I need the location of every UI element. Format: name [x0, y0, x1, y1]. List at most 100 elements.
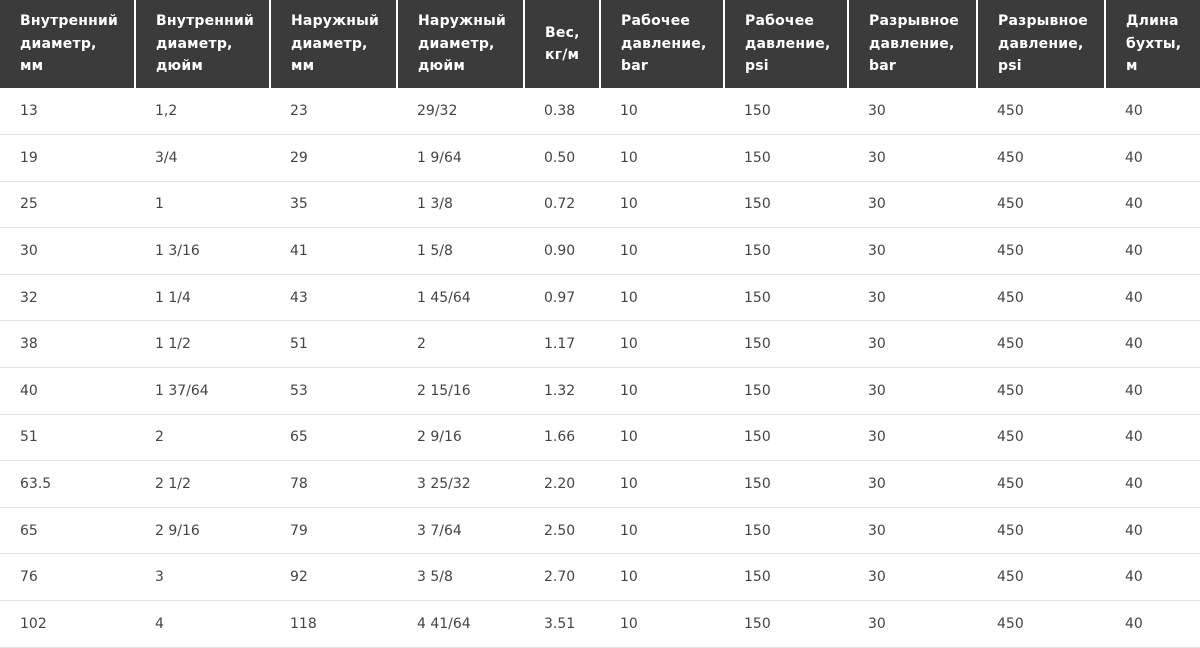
table-cell: 150 [724, 320, 848, 369]
table-cell: 2 [397, 320, 524, 369]
table-cell: 0.50 [524, 134, 600, 182]
header-line: Вес, [545, 24, 580, 41]
table-cell: 3/4 [135, 134, 270, 182]
table-cell: 40 [1105, 367, 1200, 415]
table-cell: 40 [1105, 181, 1200, 229]
table-row: 19 3/4 29 1 9/64 0.50 10 150 30 450 40 [0, 134, 1200, 182]
header-line: давление, [621, 35, 707, 52]
column-header: Рабочее давление, psi [724, 0, 849, 88]
table-cell: 30 [848, 600, 977, 648]
table-cell: 450 [977, 134, 1105, 182]
table-cell: 1 5/8 [397, 227, 524, 275]
table-row: 32 1 1/4 43 1 45/64 0.97 10 150 30 450 40 [0, 274, 1200, 322]
table-cell: 76 [0, 553, 135, 602]
table-cell: 1.32 [524, 367, 600, 415]
table-row: 63.5 2 1/2 78 3 25/32 2.20 10 150 30 450 40 [0, 460, 1200, 508]
table-cell: 0.72 [524, 181, 600, 229]
table-cell: 51 [270, 320, 397, 369]
column-header: Разрывное давление, psi [977, 0, 1106, 88]
table-cell: 0.90 [524, 227, 600, 275]
table-cell: 40 [1105, 553, 1200, 602]
header-line: кг/м [545, 47, 580, 63]
column-header: Рабочее давление, bar [600, 0, 725, 88]
header-line: давление, [998, 35, 1084, 52]
table-cell: 102 [0, 600, 135, 648]
table-cell: 30 [848, 367, 977, 415]
header-line: диаметр, [156, 35, 233, 52]
column-header: Наружный диаметр, дюйм [397, 0, 525, 88]
table-cell: 150 [724, 460, 848, 508]
table-cell: 10 [600, 507, 724, 555]
table-cell: 1 9/64 [397, 134, 524, 182]
table-body: 13 1,2 23 29/32 0.38 10 150 30 450 40 19 3/4 29 1 9/6… [0, 88, 1200, 648]
column-header: Длина бухты, м [1105, 0, 1200, 88]
table-cell: 450 [977, 320, 1105, 369]
table-cell: 10 [600, 134, 724, 182]
table-cell: 3 25/32 [397, 460, 524, 508]
header-line: Внутренний [156, 13, 255, 30]
table-row: 76 3 92 3 5/8 2.70 10 150 30 450 40 [0, 553, 1200, 602]
table-cell: 450 [977, 460, 1105, 508]
table-cell: 1 3/16 [135, 227, 270, 275]
table-row: 102 4 118 4 41/64 3.51 10 150 30 450 40 [0, 600, 1200, 648]
table-row: 65 2 9/16 79 3 7/64 2.50 10 150 30 450 40 [0, 507, 1200, 555]
table-cell: 30 [848, 227, 977, 275]
table-row: 51 2 65 2 9/16 1.66 10 150 30 450 40 [0, 414, 1200, 462]
table-row: 30 1 3/16 41 1 5/8 0.90 10 150 30 450 40 [0, 227, 1200, 275]
header-line: диаметр, [291, 35, 368, 52]
table-cell: 150 [724, 88, 848, 136]
header-line: Наружный [418, 13, 506, 30]
table-cell: 40 [1105, 320, 1200, 369]
table-cell: 63.5 [0, 460, 135, 508]
table-cell: 1 3/8 [397, 181, 524, 229]
header-line: Рабочее [621, 13, 691, 30]
table-cell: 10 [600, 553, 724, 602]
table-cell: 2 [135, 414, 270, 462]
table-cell: 3.51 [524, 600, 600, 648]
table-cell: 40 [1105, 460, 1200, 508]
table-cell: 450 [977, 553, 1105, 602]
table-cell: 30 [848, 88, 977, 136]
table-cell: 51 [0, 414, 135, 462]
table-cell: 40 [0, 367, 135, 415]
table-cell: 450 [977, 600, 1105, 648]
header-line: Длина [1126, 13, 1179, 30]
header-line: давление, [869, 35, 955, 52]
header-row: Внутренний диаметр, мм Внутренний диаметр, дю… [0, 0, 1200, 88]
table-cell: 150 [724, 507, 848, 555]
table-cell: 30 [848, 460, 977, 508]
table-cell: 40 [1105, 274, 1200, 322]
table-cell: 2 15/16 [397, 367, 524, 415]
table-cell: 150 [724, 600, 848, 648]
table-cell: 150 [724, 553, 848, 602]
table-cell: 2 1/2 [135, 460, 270, 508]
table-cell: 1 45/64 [397, 274, 524, 322]
table-cell: 450 [977, 367, 1105, 415]
table-cell: 150 [724, 134, 848, 182]
header-line: psi [745, 58, 769, 75]
table-cell: 450 [977, 274, 1105, 322]
table-cell: 79 [270, 507, 397, 555]
column-header: Внутренний диаметр, мм [0, 0, 136, 88]
table-cell: 2.50 [524, 507, 600, 555]
table-cell: 41 [270, 227, 397, 275]
table-row: 38 1 1/2 51 2 1.17 10 150 30 450 40 [0, 320, 1200, 369]
header-line: диаметр, [418, 35, 495, 52]
table-cell: 118 [270, 600, 397, 648]
table-cell: 10 [600, 414, 724, 462]
column-header: Вес, кг/м [524, 0, 601, 88]
header-line: Внутренний [20, 13, 119, 30]
table-cell: 1 [135, 181, 270, 229]
column-header: Наружный диаметр, мм [270, 0, 398, 88]
header-line: psi [998, 58, 1022, 75]
table-header: Внутренний диаметр, мм Внутренний диаметр, дю… [0, 0, 1200, 88]
table-cell: 150 [724, 274, 848, 322]
table-cell: 29/32 [397, 88, 524, 136]
table-cell: 3 5/8 [397, 553, 524, 602]
table-cell: 40 [1105, 134, 1200, 182]
header-line: диаметр, [20, 35, 97, 52]
header-line: дюйм [418, 58, 465, 75]
table-cell: 150 [724, 367, 848, 415]
table-cell: 25 [0, 181, 135, 229]
table-cell: 2 9/16 [135, 507, 270, 555]
